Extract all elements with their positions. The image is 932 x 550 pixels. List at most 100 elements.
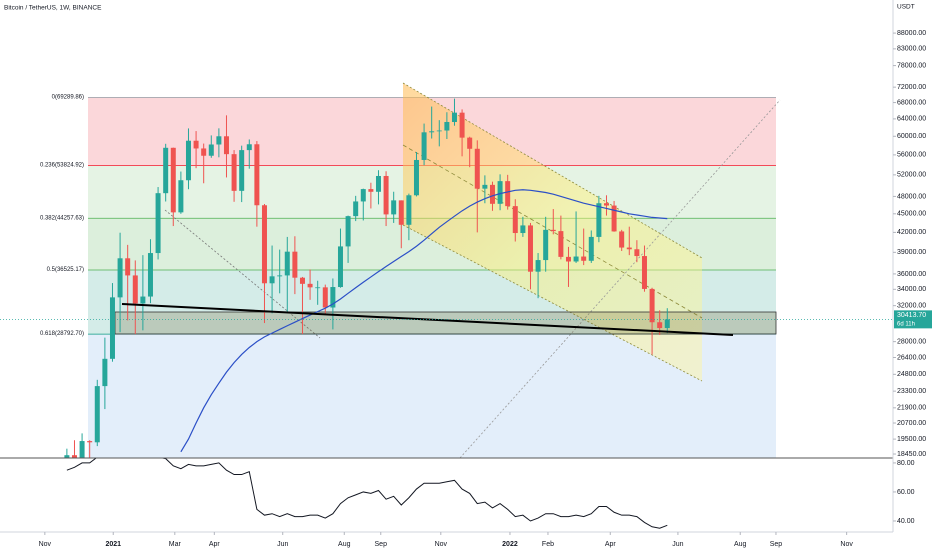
candle-body [588, 236, 594, 261]
candle-body [185, 140, 191, 181]
fib-label: 0.5(36525.17) [47, 267, 84, 273]
candle-body [277, 275, 283, 277]
y-tick-label: 18450.00 [897, 451, 926, 458]
candle-body [284, 251, 290, 276]
candle-body [657, 322, 663, 329]
candle-body [208, 144, 214, 156]
x-tick-label: Aug [338, 541, 351, 548]
x-tick-label: 2021 [105, 541, 121, 548]
y-tick-label: 72000.00 [897, 84, 926, 91]
candle-body [520, 225, 526, 234]
candle-body [117, 258, 123, 298]
candle-body [436, 130, 442, 132]
rsi-tick-label: 80.00 [897, 460, 915, 467]
y-tick-label: 36000.00 [897, 271, 926, 278]
candle-body [140, 296, 146, 304]
candle-body [102, 358, 108, 387]
candle-body [246, 144, 252, 151]
candle-body [497, 181, 503, 204]
candle-body [239, 150, 245, 191]
x-tick-label: Aug [734, 541, 747, 548]
candle-body [299, 277, 305, 284]
candle-body [550, 229, 556, 232]
x-tick-label: Apr [605, 541, 617, 548]
rsi-line [66, 458, 668, 529]
countdown: 6d 11h [897, 321, 915, 327]
candle-body [292, 251, 298, 278]
x-tick-label: 2022 [502, 541, 518, 548]
candle-body [413, 159, 419, 196]
candle-body [254, 144, 260, 206]
candle-body [223, 136, 229, 155]
candle-body [467, 137, 473, 149]
candle-body [193, 140, 199, 149]
y-tick-label: 52000.00 [897, 172, 926, 179]
candle-body [535, 260, 541, 272]
candle-body [383, 175, 389, 215]
fib-label: 0.382(44257.63) [40, 215, 84, 221]
y-tick-label: 20700.00 [897, 420, 926, 427]
candle-body [641, 256, 647, 289]
candle-body [505, 181, 511, 207]
y-tick-label: 68000.00 [897, 99, 926, 106]
candle-body [147, 253, 153, 297]
candle-body [94, 386, 100, 443]
y-tick-label: 48000.00 [897, 193, 926, 200]
x-tick-label: Apr [209, 541, 221, 548]
y-tick-label: 26400.00 [897, 354, 926, 361]
candle-body [178, 180, 184, 213]
candle-body [459, 112, 465, 138]
trend-dotted [164, 209, 321, 339]
candle-body [406, 195, 412, 225]
candle-body [353, 201, 359, 217]
candle-body [155, 193, 161, 254]
x-tick-label: Feb [542, 541, 554, 548]
x-tick-label: Jun [672, 541, 683, 548]
candle-body [170, 147, 176, 213]
y-tick-label: 83000.00 [897, 46, 926, 53]
y-tick-label: 23300.00 [897, 388, 926, 395]
candle-body [649, 288, 655, 323]
moving-average [180, 189, 668, 453]
candle-body [330, 287, 336, 308]
candle-body [626, 247, 632, 250]
candle-body [216, 136, 222, 145]
candle-body [512, 206, 518, 234]
candle-body [261, 205, 267, 284]
candle-body [543, 229, 549, 261]
trend-line [121, 303, 734, 336]
candle-body [421, 132, 427, 160]
candle-body [322, 287, 328, 308]
candle-body [64, 455, 70, 458]
candle-body [163, 147, 169, 194]
x-tick-label: Jun [277, 541, 288, 548]
candle-body [429, 131, 435, 133]
candle-body [109, 297, 115, 359]
y-tick-label: 19500.00 [897, 436, 926, 443]
overlay [0, 303, 893, 336]
y-tick-label: 64000.00 [897, 116, 926, 123]
y-tick-label: 56000.00 [897, 152, 926, 159]
candle-body [132, 275, 138, 304]
x-tick-label: Sep [770, 541, 783, 548]
y-tick-label: 39000.00 [897, 249, 926, 256]
candle-body [444, 121, 450, 131]
candle-body [482, 184, 488, 189]
y-tick-label: 60000.00 [897, 133, 926, 140]
candle-body [125, 258, 131, 276]
y-tick-label: 32000.00 [897, 302, 926, 309]
candle-body [337, 246, 343, 288]
candle-body [345, 216, 351, 247]
candle-body [398, 200, 404, 225]
x-tick-label: Sep [375, 541, 388, 548]
candle-body [269, 276, 275, 284]
y-tick-label: 88000.00 [897, 30, 926, 37]
candle-body [581, 256, 587, 261]
candle-body [368, 189, 374, 192]
candle-body [603, 203, 609, 206]
price-badge-label: 30413.70 [897, 312, 926, 319]
channel-bottom [402, 224, 703, 382]
x-tick-label: Nov [39, 541, 52, 548]
